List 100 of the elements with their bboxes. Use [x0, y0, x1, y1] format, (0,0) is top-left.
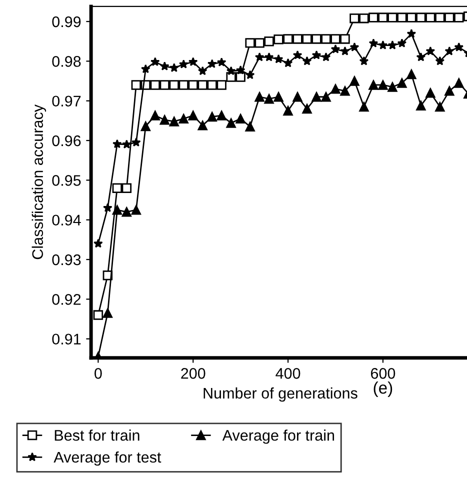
point: [388, 12, 398, 22]
point: [312, 92, 322, 102]
point: [378, 80, 388, 90]
point: [160, 115, 170, 125]
y-tick-label: 0.92: [52, 294, 81, 305]
point: [131, 138, 141, 147]
point: [226, 118, 236, 128]
point: [454, 78, 464, 88]
point: [435, 56, 445, 66]
point: [397, 78, 407, 88]
point: [359, 56, 369, 66]
point: [103, 203, 112, 212]
x-tick-label: 200: [181, 368, 206, 379]
point: [254, 38, 264, 48]
text: (e): [374, 381, 392, 397]
point: [207, 80, 217, 90]
point: [330, 44, 340, 54]
point: [406, 69, 416, 80]
point: [188, 80, 198, 90]
point: [426, 12, 436, 22]
point: [321, 34, 331, 44]
point: [150, 57, 160, 66]
point: [236, 114, 246, 124]
point: [112, 205, 122, 215]
point: [388, 82, 398, 92]
point: [216, 110, 226, 120]
point: [236, 72, 246, 82]
point: [283, 34, 293, 44]
point: [350, 13, 360, 24]
point: [131, 205, 142, 215]
point: [216, 58, 226, 66]
y-tick-label: 0.94: [52, 214, 81, 226]
point: [454, 42, 464, 52]
point: [274, 54, 284, 64]
point: [245, 70, 255, 80]
point: [416, 100, 426, 110]
point: [368, 38, 378, 48]
point: [150, 80, 160, 90]
point: [178, 80, 188, 90]
point: [444, 86, 454, 96]
point: [454, 12, 464, 22]
point: [321, 92, 331, 102]
x-tick-label: 600: [370, 368, 396, 379]
point: [435, 102, 445, 112]
point: [378, 40, 388, 50]
legend-label: Average for test: [54, 451, 162, 466]
point: [283, 106, 293, 116]
point: [406, 12, 416, 22]
point: [188, 110, 198, 120]
point: [131, 80, 142, 90]
point: [245, 38, 255, 48]
point: [435, 12, 445, 22]
point: [426, 88, 436, 98]
y-tick-label: 0.93: [52, 254, 81, 266]
x-axis-title: Number of generations: [204, 387, 358, 402]
point: [254, 92, 264, 102]
point: [378, 12, 388, 22]
point: [416, 12, 426, 22]
legend-label: Best for train: [54, 430, 140, 441]
y-axis-title: Classification accuracy: [32, 104, 46, 260]
point: [122, 207, 132, 217]
x-tick-label: 0: [94, 368, 102, 379]
point: [340, 46, 350, 56]
point: [302, 56, 312, 66]
point: [245, 122, 255, 132]
point: [169, 63, 179, 72]
point: [444, 46, 454, 56]
point: [226, 66, 236, 76]
point: [321, 52, 331, 62]
point: [216, 80, 226, 90]
point: [292, 92, 302, 102]
point: [150, 110, 160, 120]
point: [140, 64, 150, 74]
point: [359, 102, 369, 112]
point: [207, 112, 217, 122]
point: [254, 52, 264, 62]
point: [160, 61, 170, 70]
point: [178, 114, 188, 124]
point: [198, 66, 208, 76]
point: [312, 34, 322, 44]
point: [198, 120, 208, 130]
point: [426, 46, 436, 56]
point: [368, 12, 378, 22]
point: [169, 80, 179, 90]
point: [94, 238, 103, 248]
point: [359, 13, 369, 24]
y-tick-label: 0.91: [52, 334, 81, 345]
point: [388, 40, 398, 50]
y-tick-label: 0.97: [52, 96, 81, 107]
point: [112, 139, 122, 148]
point: [169, 116, 179, 126]
point: [264, 36, 274, 46]
point: [198, 80, 208, 90]
legend-label: Average for train: [222, 430, 334, 444]
point: [340, 34, 350, 44]
point: [112, 183, 122, 193]
point: [302, 104, 312, 114]
point: [102, 308, 113, 318]
point: [406, 28, 416, 38]
point: [274, 34, 284, 44]
